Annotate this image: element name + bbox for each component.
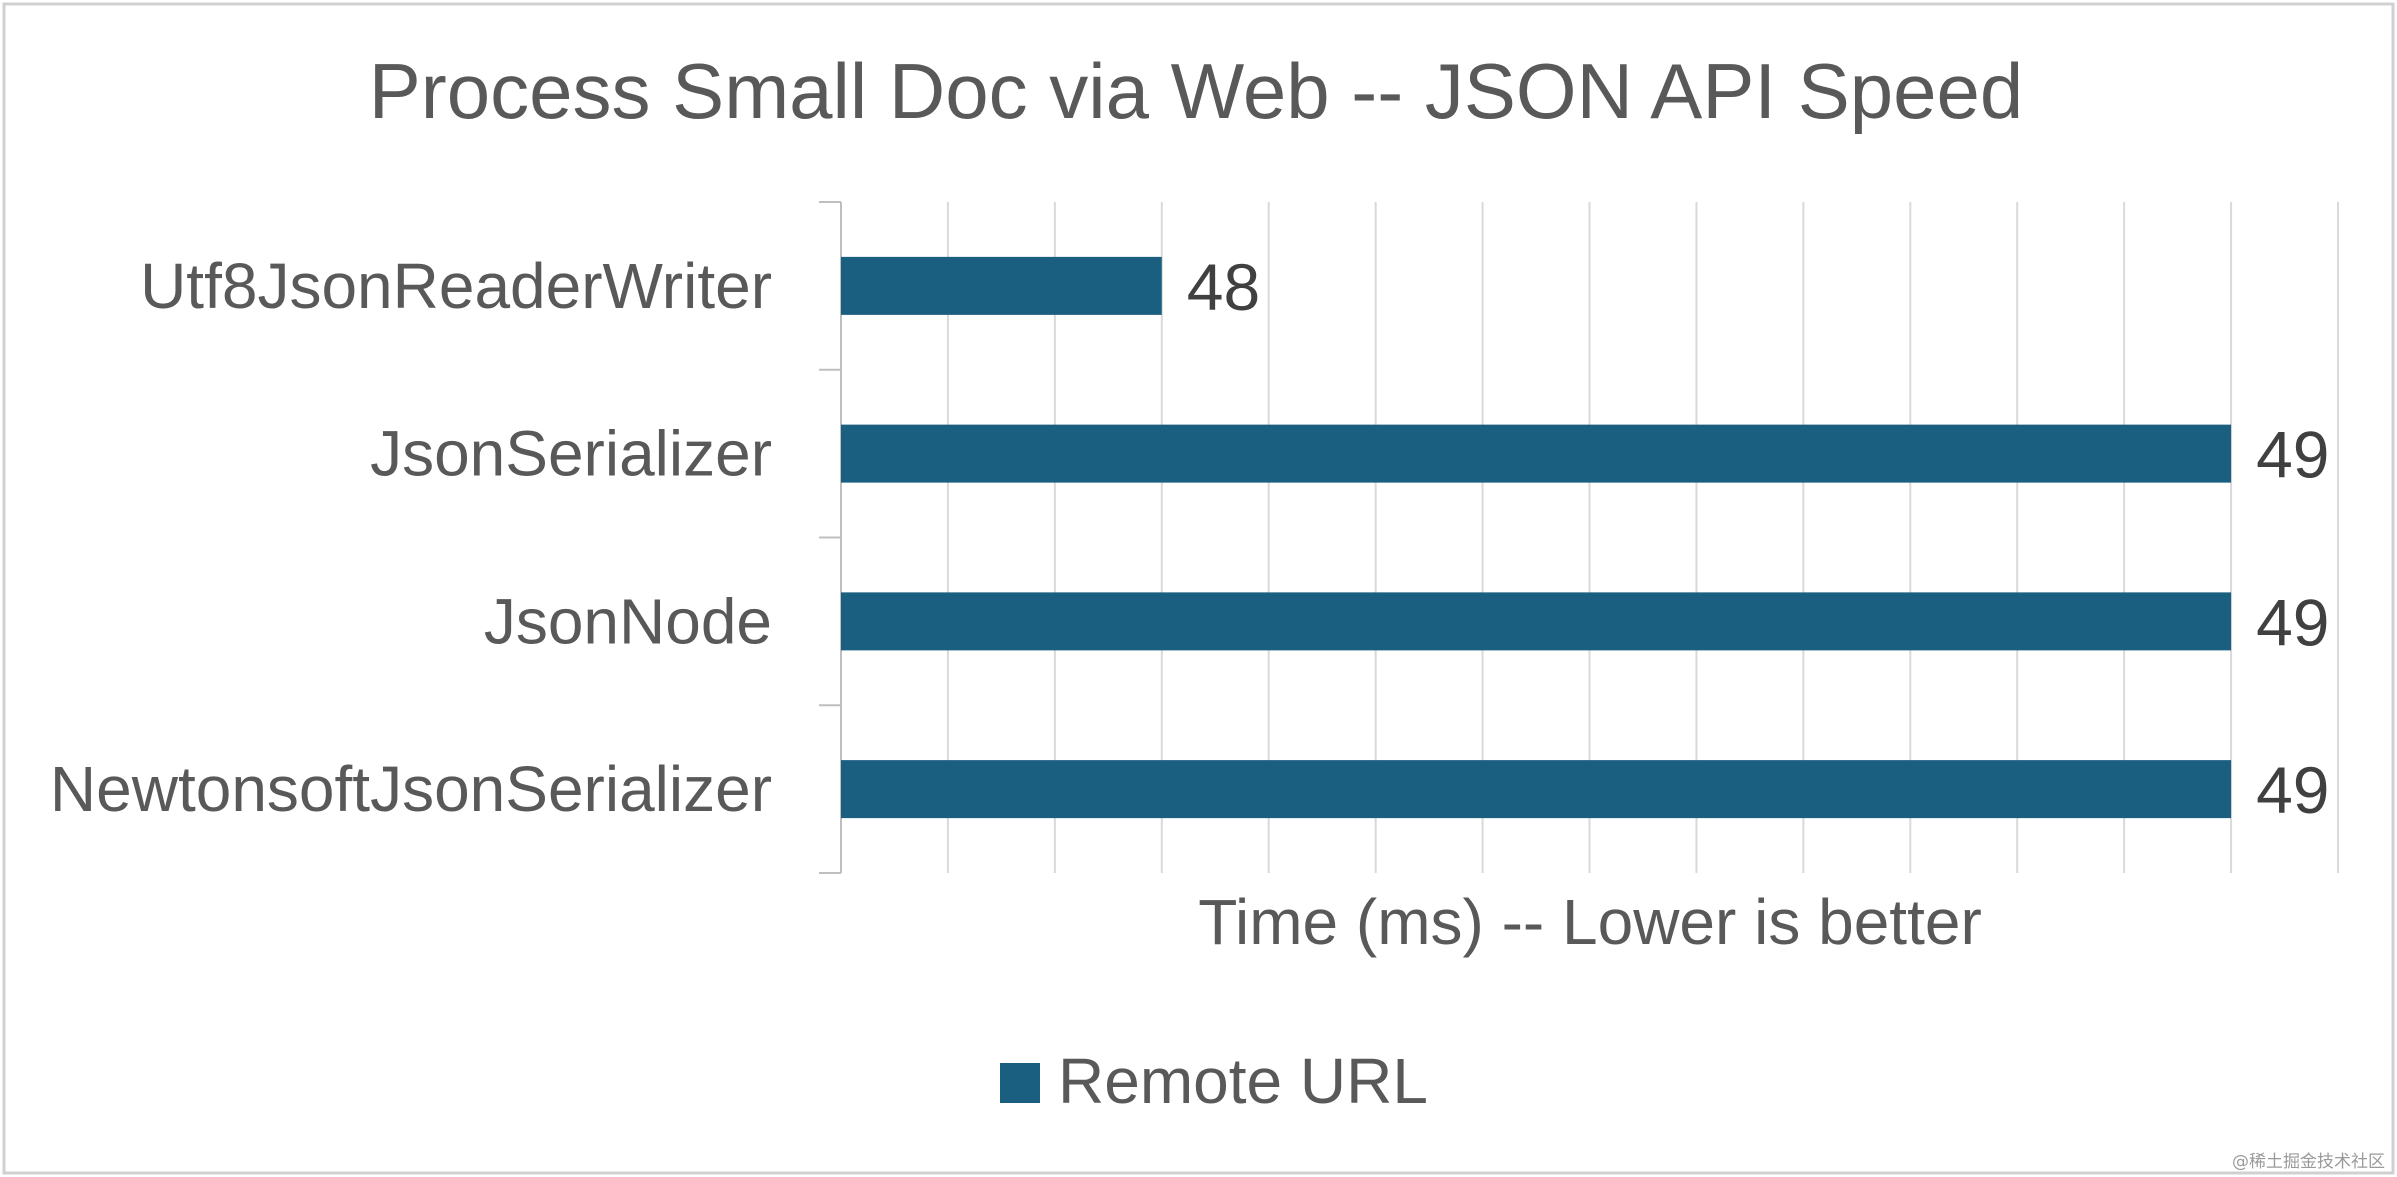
category-label: JsonNode: [484, 585, 772, 657]
data-label: 48: [1187, 250, 1260, 324]
data-label: 49: [2256, 753, 2329, 827]
watermark-text: @稀土掘金技术社区: [2232, 1152, 2385, 1172]
data-label: 49: [2256, 418, 2329, 492]
bar-JsonSerializer: [841, 424, 2232, 483]
chart-title: Process Small Doc via Web -- JSON API Sp…: [369, 47, 2024, 135]
data-label: 49: [2256, 585, 2329, 659]
legend-swatch: [1000, 1063, 1040, 1103]
category-labels: Utf8JsonReaderWriter JsonSerializer JsonNo…: [50, 250, 772, 825]
bar-series: [841, 256, 2232, 819]
category-label: Utf8JsonReaderWriter: [140, 250, 772, 322]
bar-NewtonsoftJsonSerializer: [841, 760, 2232, 819]
legend: Remote URL: [1000, 1045, 1428, 1117]
category-label: JsonSerializer: [370, 418, 772, 490]
category-axis: [819, 201, 841, 874]
legend-label: Remote URL: [1058, 1045, 1428, 1117]
category-label: NewtonsoftJsonSerializer: [50, 753, 772, 825]
x-axis-title: Time (ms) -- Lower is better: [1198, 886, 1982, 958]
bar-JsonNode: [841, 592, 2232, 651]
bar-Utf8JsonReaderWriter: [841, 256, 1162, 315]
data-labels: 48 49 49 49: [1187, 250, 2330, 827]
